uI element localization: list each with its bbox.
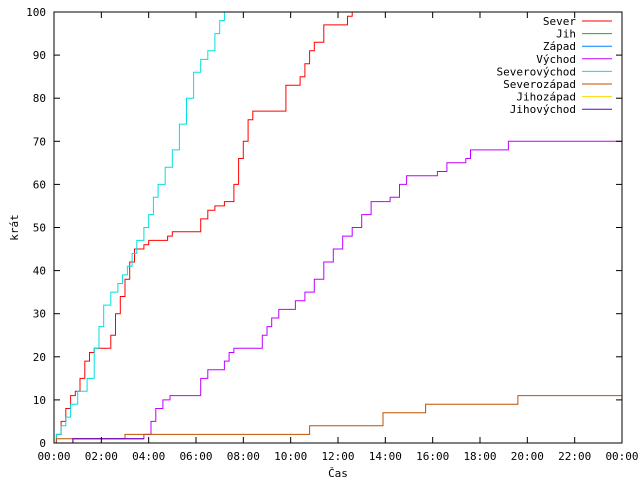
x-tick-label: 00:00: [605, 450, 638, 463]
x-tick-label: 16:00: [416, 450, 449, 463]
legend-label: Jihozápad: [516, 91, 576, 104]
x-tick-label: 14:00: [369, 450, 402, 463]
legend-label: Jihovýchod: [510, 103, 576, 116]
y-tick-label: 50: [33, 222, 46, 235]
y-tick-label: 40: [33, 265, 46, 278]
y-tick-label: 30: [33, 308, 46, 321]
series-line-4: [54, 12, 225, 444]
y-axis: 0 10 20 30 40 50 60 70 80 90 100: [26, 6, 622, 450]
legend: SeverJihZápadVýchodSeverovýchodSeverozáp…: [497, 15, 612, 116]
y-tick-label: 60: [33, 178, 46, 191]
plot-lines: [54, 12, 622, 444]
legend-label: Západ: [543, 40, 576, 53]
y-tick-label: 10: [33, 394, 46, 407]
x-tick-label: 12:00: [321, 450, 354, 463]
y-tick-label: 100: [26, 6, 46, 19]
legend-label: Východ: [536, 53, 576, 66]
x-tick-label: 04:00: [132, 450, 165, 463]
x-axis-title: Čas: [328, 467, 348, 480]
legend-label: Jih: [556, 28, 576, 41]
legend-label: Severozápad: [503, 78, 576, 91]
series-line-3: [54, 140, 622, 444]
y-tick-label: 20: [33, 351, 46, 364]
y-tick-label: 80: [33, 92, 46, 105]
x-tick-label: 02:00: [85, 450, 118, 463]
series-line-5: [54, 395, 622, 444]
x-tick-label: 22:00: [558, 450, 591, 463]
x-axis: 00:00 02:00 04:00 06:00 08:00 10:00 12:00 14:00…: [37, 12, 639, 463]
y-tick-label: 90: [33, 49, 46, 62]
series-line-0: [54, 12, 353, 444]
x-tick-label: 20:00: [511, 450, 544, 463]
y-tick-label: 0: [39, 437, 46, 450]
x-tick-label: 06:00: [179, 450, 212, 463]
legend-label: Sever: [543, 15, 576, 28]
y-axis-title: krát: [8, 214, 21, 241]
x-tick-label: 10:00: [274, 450, 307, 463]
y-tick-label: 70: [33, 135, 46, 148]
legend-label: Severovýchod: [497, 65, 576, 78]
x-tick-label: 08:00: [227, 450, 260, 463]
x-tick-label: 00:00: [37, 450, 70, 463]
x-tick-label: 18:00: [463, 450, 496, 463]
